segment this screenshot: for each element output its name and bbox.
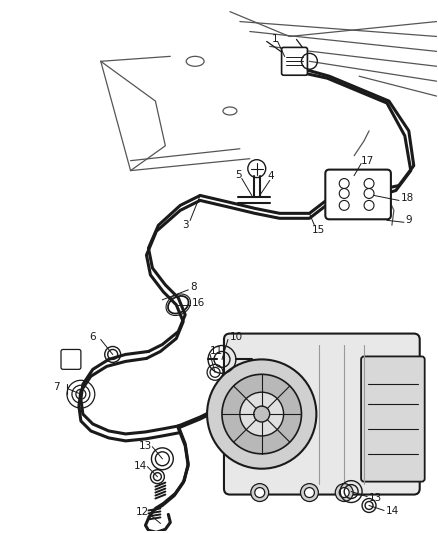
Text: 13: 13 [138,441,152,451]
FancyBboxPatch shape [325,169,391,219]
Circle shape [304,488,314,497]
Text: 14: 14 [386,506,399,516]
Text: 4: 4 [268,171,274,181]
Circle shape [222,374,301,454]
Circle shape [207,359,316,469]
Circle shape [335,483,353,502]
Circle shape [339,488,349,497]
Text: 9: 9 [406,215,413,225]
Text: 1: 1 [272,35,278,44]
Text: 10: 10 [230,332,243,342]
FancyBboxPatch shape [361,357,425,482]
Text: 18: 18 [401,193,414,204]
Circle shape [254,406,270,422]
Circle shape [255,488,265,497]
FancyBboxPatch shape [224,334,420,495]
Circle shape [300,483,318,502]
Text: 11: 11 [210,346,223,357]
Circle shape [251,483,268,502]
Text: 12: 12 [135,507,149,518]
FancyBboxPatch shape [61,350,81,369]
Text: 16: 16 [192,298,205,308]
Text: 13: 13 [369,492,382,503]
Text: 8: 8 [190,282,197,292]
Text: 15: 15 [311,225,325,235]
Text: 3: 3 [182,220,189,230]
FancyBboxPatch shape [282,47,307,75]
Text: 17: 17 [361,156,374,166]
Text: 14: 14 [134,461,147,471]
Circle shape [240,392,283,436]
Text: 7: 7 [53,382,60,392]
Text: 6: 6 [89,332,95,342]
Text: 5: 5 [235,169,241,180]
